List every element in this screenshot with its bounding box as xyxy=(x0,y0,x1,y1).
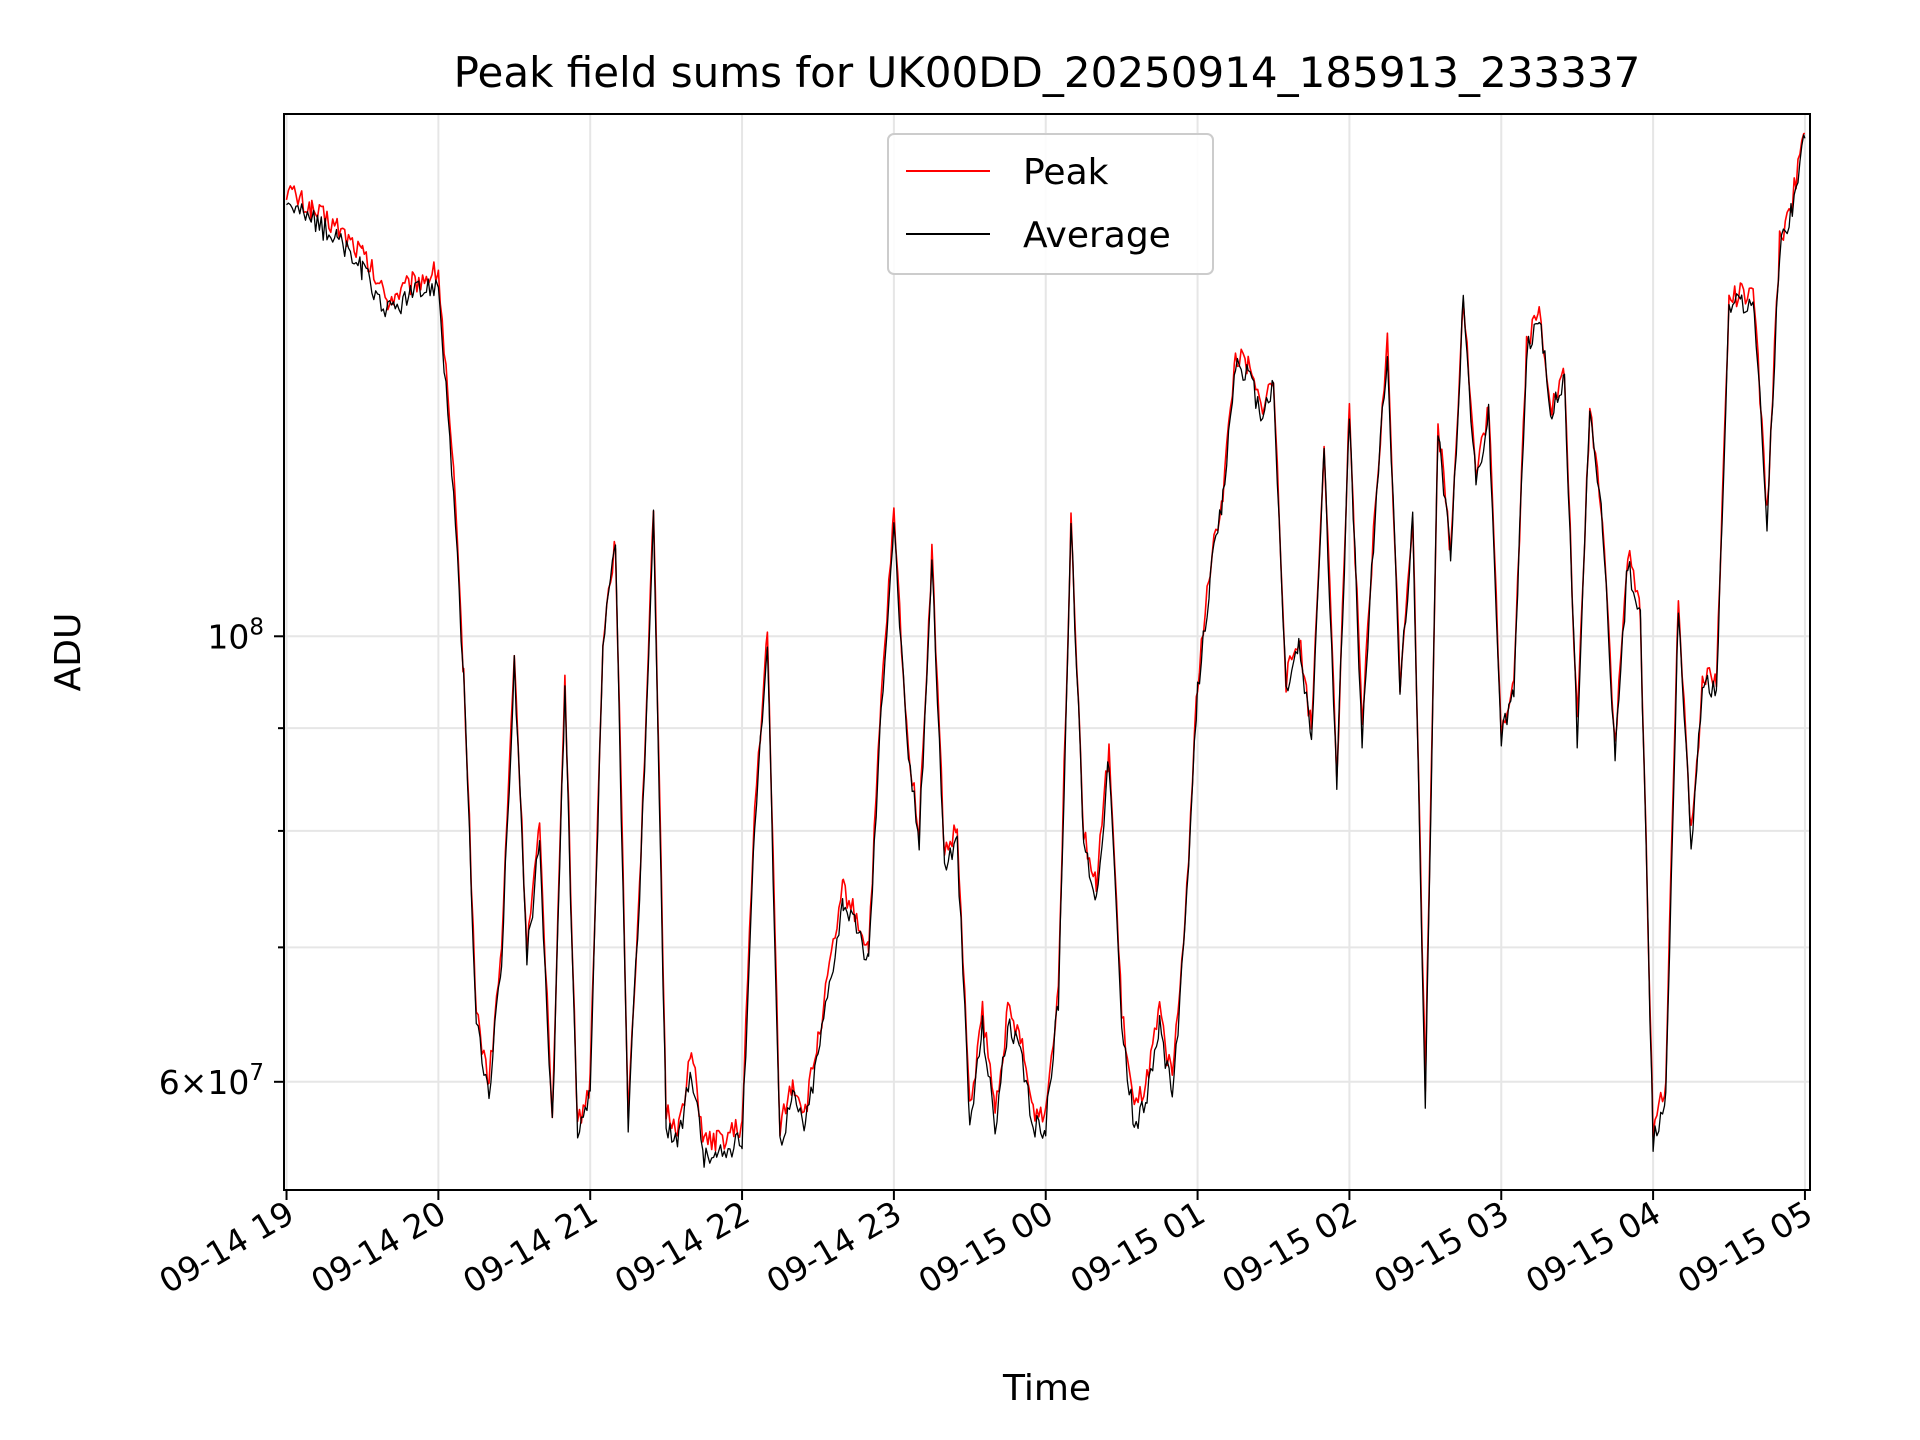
x-axis-label: Time xyxy=(1002,1368,1091,1409)
chart-title: Peak field sums for UK00DD_20250914_1859… xyxy=(454,48,1641,97)
series-line-peak xyxy=(285,132,1806,1152)
y-tick-coef: 6 xyxy=(159,1063,180,1102)
y-tick-exponent: 7 xyxy=(249,1060,264,1086)
y-tick-times: × xyxy=(180,1063,208,1102)
y-tick-exponent: 8 xyxy=(249,614,264,640)
y-tick-base: 10 xyxy=(207,617,249,656)
y-tick-base: 10 xyxy=(207,1063,249,1102)
y-tick-label: 6×107 xyxy=(159,1060,264,1102)
plot-frame xyxy=(283,113,1811,1191)
grid xyxy=(284,114,1810,1190)
series-layer xyxy=(285,132,1806,1168)
legend: Peak Average xyxy=(887,133,1214,275)
y-axis-label: ADU xyxy=(48,613,89,692)
legend-box xyxy=(887,133,1214,275)
series-line-average xyxy=(286,134,1806,1168)
legend-label: Peak xyxy=(1023,152,1109,193)
legend-label: Average xyxy=(1023,215,1171,256)
y-tick-label: 108 xyxy=(207,614,264,656)
